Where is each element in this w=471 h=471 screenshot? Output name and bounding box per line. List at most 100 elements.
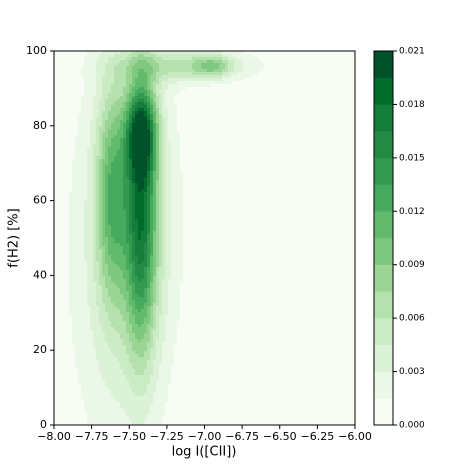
contour-band xyxy=(243,78,355,82)
contour-band xyxy=(129,114,133,118)
contour-band xyxy=(102,168,106,172)
contour-band xyxy=(180,297,355,301)
contour-band xyxy=(147,417,163,421)
contour-band xyxy=(135,306,145,310)
contour-band xyxy=(147,180,151,184)
contour-band xyxy=(132,132,151,136)
contour-band xyxy=(129,93,136,97)
contour-band xyxy=(150,87,154,91)
contour-band xyxy=(180,309,355,313)
contour-band xyxy=(126,120,130,124)
contour-band xyxy=(159,117,163,121)
contour-band xyxy=(69,297,88,301)
contour-band xyxy=(129,315,136,319)
contour-band xyxy=(153,315,157,319)
contour-band xyxy=(165,336,178,340)
contour-band xyxy=(96,165,100,169)
contour-band xyxy=(228,69,235,73)
contour-band xyxy=(156,381,172,385)
contour-band xyxy=(156,159,160,163)
contour-band xyxy=(93,183,97,187)
contour-band xyxy=(132,177,136,181)
contour-band xyxy=(159,96,163,100)
contour-band xyxy=(126,132,130,136)
contour-band xyxy=(99,279,106,283)
contour-band xyxy=(162,306,169,310)
contour-band xyxy=(174,96,355,100)
contour-band xyxy=(96,348,112,352)
x-tick-label: −6.75 xyxy=(225,430,259,443)
contour-band xyxy=(114,135,124,139)
contour-band xyxy=(153,138,157,142)
contour-band xyxy=(72,342,94,346)
contour-band xyxy=(87,153,94,157)
x-tick-label: −7.00 xyxy=(188,430,222,443)
contour-band xyxy=(108,243,121,247)
contour-band xyxy=(156,339,166,343)
contour-band xyxy=(108,291,121,295)
contour-band xyxy=(123,183,130,187)
contour-band xyxy=(54,63,85,67)
contour-band xyxy=(126,240,133,244)
contour-band xyxy=(102,249,106,253)
contour-band xyxy=(159,315,166,319)
contour-band xyxy=(105,222,109,226)
contour-band xyxy=(183,210,355,214)
contour-band xyxy=(180,294,355,298)
contour-band xyxy=(156,234,160,238)
contour-band xyxy=(126,303,130,307)
contour-band xyxy=(135,252,145,256)
contour-band xyxy=(78,114,94,118)
contour-band xyxy=(210,84,355,88)
contour-band xyxy=(84,231,94,235)
contour-band xyxy=(132,165,148,169)
contour-band xyxy=(123,132,127,136)
contour-band xyxy=(165,183,172,187)
contour-band xyxy=(87,171,94,175)
contour-band xyxy=(135,231,139,235)
contour-band xyxy=(87,267,94,271)
contour-band xyxy=(159,258,163,262)
contour-band xyxy=(165,147,172,151)
contour-band xyxy=(159,321,166,325)
contour-band xyxy=(159,141,163,145)
contour-band xyxy=(90,129,97,133)
contour-band xyxy=(99,261,103,265)
contour-band xyxy=(54,147,76,151)
contour-band xyxy=(129,105,133,109)
contour-band xyxy=(54,219,70,223)
contour-band xyxy=(147,330,151,334)
contour-band xyxy=(156,324,160,328)
contour-band xyxy=(147,162,151,166)
contour-band xyxy=(150,312,154,316)
contour-band xyxy=(72,321,91,325)
contour-band xyxy=(54,384,82,388)
contour-band xyxy=(144,198,148,202)
contour-band xyxy=(102,207,106,211)
contour-band xyxy=(186,87,355,91)
contour-band xyxy=(93,216,97,220)
contour-band xyxy=(144,258,148,262)
contour-band xyxy=(129,198,133,202)
contour-band xyxy=(132,294,139,298)
contour-band xyxy=(165,129,169,133)
contour-band xyxy=(54,135,76,139)
contour-band xyxy=(99,363,121,367)
contour-band xyxy=(129,225,133,229)
contour-band xyxy=(150,297,154,301)
contour-band xyxy=(153,177,157,181)
contour-band xyxy=(135,336,145,340)
contour-band xyxy=(147,201,151,205)
contour-band xyxy=(93,339,106,343)
contour-band xyxy=(105,120,115,124)
contour-band xyxy=(123,270,130,274)
contour-band xyxy=(135,168,148,172)
contour-band xyxy=(135,288,145,292)
contour-band xyxy=(168,387,355,391)
contour-band xyxy=(165,180,172,184)
contour-band xyxy=(81,99,94,103)
contour-band xyxy=(147,288,151,292)
contour-band xyxy=(162,144,166,148)
contour-band xyxy=(123,186,130,190)
contour-band xyxy=(96,69,106,73)
